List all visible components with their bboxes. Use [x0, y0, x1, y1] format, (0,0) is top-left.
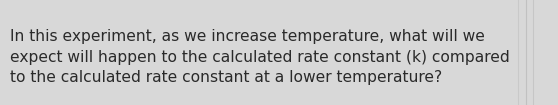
Text: In this experiment, as we increase temperature, what will we
expect will happen : In this experiment, as we increase tempe…	[10, 29, 510, 85]
